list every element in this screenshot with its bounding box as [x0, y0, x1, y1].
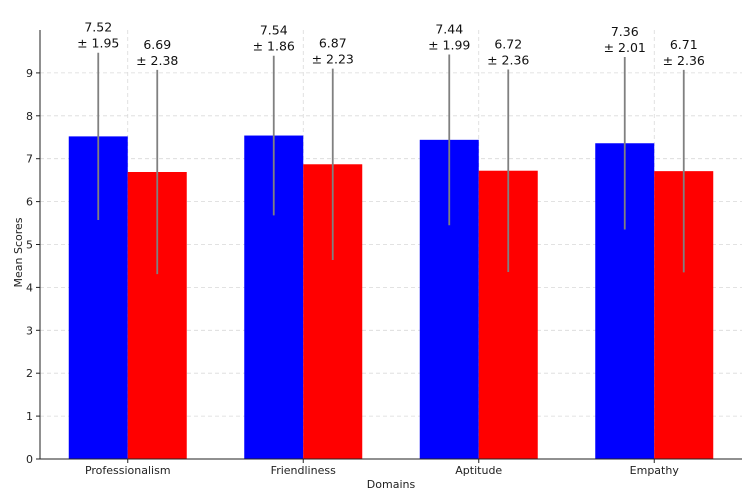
y-tick-label: 3	[26, 324, 33, 337]
data-label-value: 6.71	[670, 37, 698, 52]
data-label-error: ± 2.36	[663, 53, 705, 68]
x-tick-label: Aptitude	[455, 464, 502, 477]
data-label-error: ± 2.36	[487, 52, 529, 67]
data-label-value: 7.52	[84, 20, 112, 35]
axes: 0 1 2 3 4 5 6 7 8 9 Professionalism Friendliness Apt…	[26, 30, 742, 477]
data-label-value: 7.54	[260, 23, 288, 38]
bars	[68, 135, 714, 460]
y-tick-label: 0	[26, 453, 33, 466]
data-label-error: ± 2.38	[136, 53, 178, 68]
y-tick-label: 9	[26, 67, 33, 80]
x-tick-label: Empathy	[630, 464, 680, 477]
data-label-error: ± 1.95	[77, 36, 119, 51]
data-label-error: ± 1.86	[253, 39, 295, 54]
data-label-error: ± 1.99	[428, 37, 470, 52]
data-label-value: 6.87	[319, 36, 347, 51]
data-label-value: 6.69	[143, 37, 171, 52]
y-tick-label: 6	[26, 196, 33, 209]
y-tick-label: 1	[26, 410, 33, 423]
data-label-error: ± 2.23	[312, 52, 354, 67]
data-labels: 7.52± 1.95 6.69± 2.38 7.54± 1.86 6.87± 2.23…	[77, 20, 705, 68]
data-label-error: ± 2.01	[604, 40, 646, 55]
error-bars	[97, 52, 685, 275]
y-tick-label: 4	[26, 281, 33, 294]
x-tick-label: Professionalism	[85, 464, 171, 477]
data-label-value: 7.44	[435, 21, 463, 36]
data-label-value: 7.36	[611, 24, 639, 39]
y-tick-label: 2	[26, 367, 33, 380]
x-tick-label: Friendliness	[271, 464, 336, 477]
y-tick-label: 8	[26, 110, 33, 123]
y-axis-title: Mean Scores	[12, 217, 25, 287]
data-label-value: 6.72	[494, 36, 522, 51]
y-tick-label: 5	[26, 239, 33, 252]
x-axis-title: Domains	[367, 478, 416, 491]
y-tick-label: 7	[26, 153, 33, 166]
